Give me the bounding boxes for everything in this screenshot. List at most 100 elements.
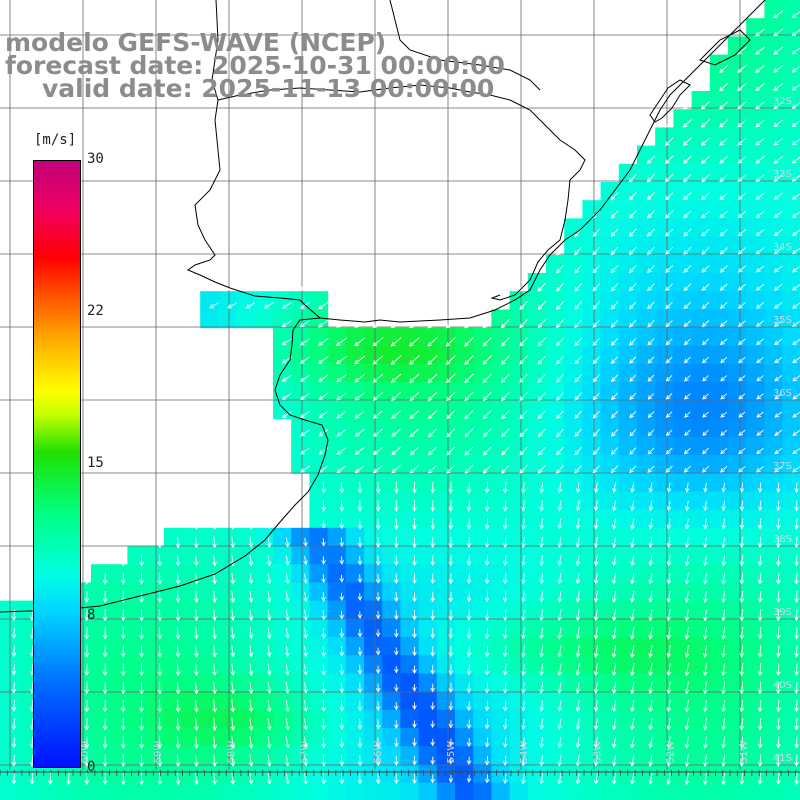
wind-arrow: [318, 429, 329, 437]
wind-arrow: [593, 681, 599, 695]
wind-arrow: [557, 573, 563, 585]
wind-arrow: [321, 556, 326, 565]
border-uruguay: [217, 84, 586, 301]
wind-arrow: [448, 682, 454, 693]
wind-arrow: [684, 429, 691, 437]
wind-arrow: [630, 754, 635, 767]
wind-arrow: [285, 627, 290, 640]
wind-arrow: [464, 355, 474, 365]
wind-arrow: [354, 355, 366, 365]
wind-arrow: [684, 754, 690, 767]
wind-arrow: [774, 465, 783, 473]
wind-arrow: [737, 192, 747, 201]
wind-arrow: [592, 428, 600, 437]
wind-arrow: [175, 645, 181, 658]
wind-arrow: [539, 773, 544, 785]
wind-arrow: [339, 574, 345, 583]
wind-arrow: [665, 411, 673, 418]
wind-arrow: [317, 337, 329, 346]
wind-arrow: [248, 717, 254, 731]
wind-arrow: [430, 500, 435, 512]
wind-arrow: [448, 664, 454, 676]
wind-arrow: [466, 481, 472, 494]
wind-arrow: [738, 429, 746, 436]
wind-arrow: [230, 572, 236, 585]
wind-arrow: [285, 773, 290, 785]
wind-arrow: [391, 428, 401, 438]
wind-arrow: [774, 338, 783, 346]
wind-arrow: [139, 663, 144, 677]
wind-arrow: [519, 446, 528, 456]
wind-arrow: [394, 500, 399, 512]
wind-arrow: [430, 756, 435, 765]
wind-arrow: [683, 265, 692, 273]
wind-arrow: [611, 429, 619, 437]
wind-arrow: [482, 318, 492, 329]
wind-arrow: [448, 536, 454, 548]
wind-arrow: [774, 411, 783, 418]
wind-arrow: [248, 536, 254, 549]
wind-arrow: [175, 754, 181, 768]
wind-arrow: [448, 591, 454, 603]
wind-arrow: [503, 755, 508, 767]
wind-arrow: [773, 265, 783, 273]
wind-arrow: [721, 626, 726, 640]
wind-arrow: [321, 538, 326, 547]
wind-arrow: [448, 774, 454, 783]
wind-arrow: [648, 644, 653, 659]
wind-arrow: [574, 282, 583, 292]
wind-arrow: [303, 755, 308, 767]
wind-arrow: [266, 609, 272, 621]
wind-arrow: [263, 302, 274, 309]
wind-arrow: [281, 283, 292, 291]
wind-arrow: [502, 627, 508, 640]
wind-arrow: [647, 429, 655, 437]
wind-arrow: [719, 82, 729, 92]
wind-arrow: [464, 410, 474, 420]
wind-arrow: [721, 645, 726, 659]
wind-arrow: [557, 500, 563, 512]
wind-arrow: [375, 610, 381, 620]
wind-arrow: [648, 500, 654, 512]
wind-arrow: [664, 155, 674, 165]
wind-arrow: [610, 210, 619, 219]
wind-arrow: [756, 375, 764, 382]
wind-arrow: [212, 554, 217, 567]
wind-arrow: [630, 700, 635, 713]
wind-arrow: [539, 536, 544, 548]
wind-arrow: [503, 737, 508, 748]
wind-arrow: [557, 773, 563, 785]
wind-arrow: [191, 302, 201, 309]
wind-arrow: [648, 718, 653, 731]
wind-arrow: [575, 627, 581, 640]
wind-arrow: [701, 137, 711, 146]
wind-arrow: [303, 718, 308, 731]
wind-arrow: [628, 210, 637, 219]
wind-arrow: [394, 481, 399, 494]
wind-arrow: [121, 663, 126, 677]
wind-arrow: [299, 338, 311, 346]
wind-arrow: [484, 664, 490, 676]
wind-arrow: [321, 664, 326, 676]
wind-arrow: [756, 465, 765, 473]
colorbar-tick-22: 22: [87, 303, 104, 319]
wind-arrow: [84, 718, 90, 731]
wind-arrow: [139, 681, 144, 695]
wind-arrow: [501, 410, 510, 420]
wind-arrow: [737, 228, 747, 237]
wind-arrow: [303, 609, 308, 621]
wind-arrow: [357, 611, 363, 620]
wind-arrow: [266, 591, 272, 603]
wind-arrow: [646, 137, 656, 147]
wind-arrow: [755, 46, 765, 55]
wind-arrow: [466, 701, 472, 712]
wind-arrow: [227, 302, 238, 309]
wind-arrow: [412, 773, 417, 785]
wind-arrow: [702, 626, 708, 640]
wind-arrow: [628, 264, 637, 274]
wind-arrow: [703, 482, 708, 493]
wind-arrow: [611, 410, 619, 419]
wind-arrow: [266, 663, 272, 676]
wind-arrow: [375, 719, 381, 730]
wind-arrow: [539, 482, 544, 494]
